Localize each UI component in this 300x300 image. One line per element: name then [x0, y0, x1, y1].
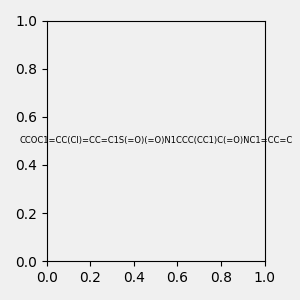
Text: CCOC1=CC(Cl)=CC=C1S(=O)(=O)N1CCC(CC1)C(=O)NC1=CC=C: CCOC1=CC(Cl)=CC=C1S(=O)(=O)N1CCC(CC1)C(=… — [19, 136, 292, 146]
